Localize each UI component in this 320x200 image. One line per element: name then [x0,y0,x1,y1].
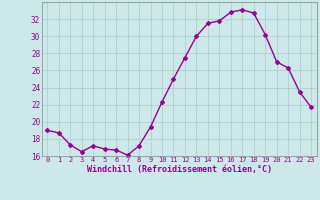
X-axis label: Windchill (Refroidissement éolien,°C): Windchill (Refroidissement éolien,°C) [87,165,272,174]
